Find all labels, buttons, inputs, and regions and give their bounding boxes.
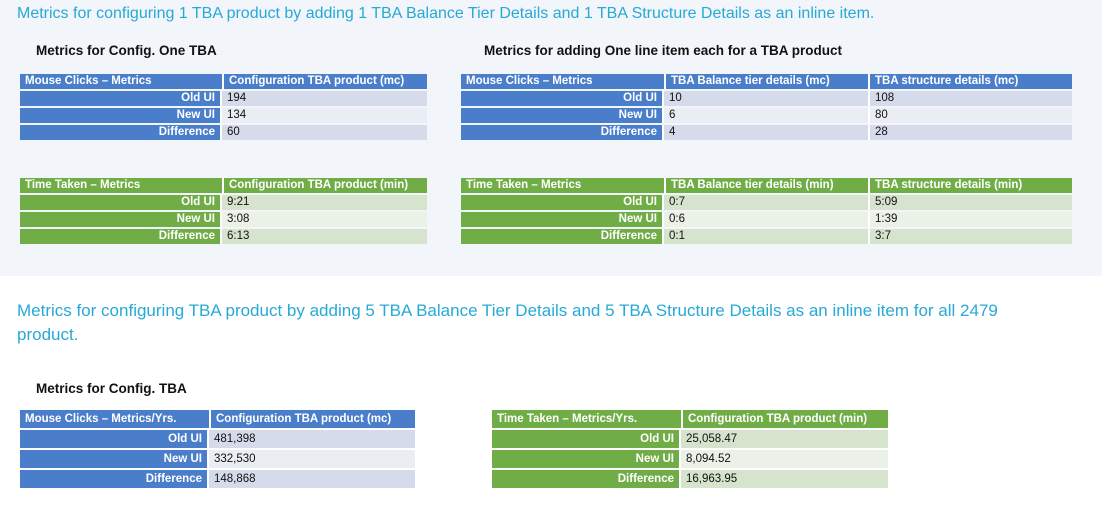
cell-value: 4	[664, 125, 868, 140]
cell-value: 108	[868, 91, 1072, 106]
config-one-tba-title: Metrics for Config. One TBA	[36, 43, 217, 58]
time-taken-yearly-table: Time Taken – Metrics/Yrs. Configuration …	[492, 408, 888, 490]
cell-value: 332,530	[209, 450, 415, 468]
mouse-clicks-yearly-table: Mouse Clicks – Metrics/Yrs. Configuratio…	[20, 408, 415, 490]
row-label: Old UI	[492, 430, 681, 448]
time-taken-line-item-table: Time Taken – Metrics TBA Balance tier de…	[461, 176, 1072, 246]
cell-value: 481,398	[209, 430, 415, 448]
row-label: Difference	[20, 470, 209, 488]
table-row: New UI 6 80	[461, 108, 1072, 123]
table-row: New UI 332,530	[20, 450, 415, 468]
table-row: Old UI 0:7 5:09	[461, 195, 1072, 210]
row-label: Old UI	[461, 195, 664, 210]
table-row: Difference 6:13	[20, 229, 427, 244]
row-label: New UI	[20, 212, 222, 227]
column-header: Time Taken – Metrics	[461, 178, 664, 193]
column-header: Mouse Clicks – Metrics	[20, 74, 222, 89]
cell-value: 194	[222, 91, 427, 106]
row-label: New UI	[461, 212, 664, 227]
column-header: Mouse Clicks – Metrics/Yrs.	[20, 410, 209, 428]
mouse-clicks-config-table: Mouse Clicks – Metrics Configuration TBA…	[20, 72, 427, 142]
column-header: TBA Balance tier details (min)	[664, 178, 868, 193]
row-label: Difference	[461, 229, 664, 244]
table-row: Old UI 194	[20, 91, 427, 106]
table-row: Old UI 10 108	[461, 91, 1072, 106]
row-label: Difference	[20, 125, 222, 140]
row-label: Difference	[461, 125, 664, 140]
row-label: Old UI	[461, 91, 664, 106]
table-row: Old UI 481,398	[20, 430, 415, 448]
cell-value: 5:09	[868, 195, 1072, 210]
section1-heading: Metrics for configuring 1 TBA product by…	[17, 5, 875, 22]
table-row: Difference 16,963.95	[492, 470, 888, 488]
table-row: Old UI 25,058.47	[492, 430, 888, 448]
config-tba-title: Metrics for Config. TBA	[36, 381, 187, 396]
cell-value: 10	[664, 91, 868, 106]
cell-value: 0:7	[664, 195, 868, 210]
column-header: Time Taken – Metrics	[20, 178, 222, 193]
column-header: Configuration TBA product (mc)	[222, 74, 427, 89]
row-label: Old UI	[20, 91, 222, 106]
table-row: Difference 60	[20, 125, 427, 140]
row-label: New UI	[492, 450, 681, 468]
table-row: New UI 8,094.52	[492, 450, 888, 468]
row-label: Old UI	[20, 430, 209, 448]
table-row: Difference 148,868	[20, 470, 415, 488]
cell-value: 9:21	[222, 195, 427, 210]
table-row: New UI 134	[20, 108, 427, 123]
section2-heading: Metrics for configuring TBA product by a…	[17, 301, 998, 344]
table-row: Difference 4 28	[461, 125, 1072, 140]
cell-value: 148,868	[209, 470, 415, 488]
cell-value: 80	[868, 108, 1072, 123]
column-header: Configuration TBA product (mc)	[209, 410, 415, 428]
cell-value: 60	[222, 125, 427, 140]
cell-value: 8,094.52	[681, 450, 888, 468]
row-label: New UI	[461, 108, 664, 123]
cell-value: 0:6	[664, 212, 868, 227]
cell-value: 3:7	[868, 229, 1072, 244]
cell-value: 16,963.95	[681, 470, 888, 488]
row-label: New UI	[20, 108, 222, 123]
row-label: Old UI	[20, 195, 222, 210]
row-label: New UI	[20, 450, 209, 468]
table-row: New UI 3:08	[20, 212, 427, 227]
column-header: Configuration TBA product (min)	[681, 410, 888, 428]
column-header: TBA Balance tier details (mc)	[664, 74, 868, 89]
cell-value: 28	[868, 125, 1072, 140]
cell-value: 134	[222, 108, 427, 123]
cell-value: 25,058.47	[681, 430, 888, 448]
cell-value: 6:13	[222, 229, 427, 244]
cell-value: 3:08	[222, 212, 427, 227]
time-taken-config-table: Time Taken – Metrics Configuration TBA p…	[20, 176, 427, 246]
table-row: Old UI 9:21	[20, 195, 427, 210]
column-header: Mouse Clicks – Metrics	[461, 74, 664, 89]
column-header: Time Taken – Metrics/Yrs.	[492, 410, 681, 428]
column-header: TBA structure details (min)	[868, 178, 1072, 193]
column-header: TBA structure details (mc)	[868, 74, 1072, 89]
cell-value: 1:39	[868, 212, 1072, 227]
column-header: Configuration TBA product (min)	[222, 178, 427, 193]
mouse-clicks-line-item-table: Mouse Clicks – Metrics TBA Balance tier …	[461, 72, 1072, 142]
table-row: Difference 0:1 3:7	[461, 229, 1072, 244]
row-label: Difference	[492, 470, 681, 488]
cell-value: 6	[664, 108, 868, 123]
table-row: New UI 0:6 1:39	[461, 212, 1072, 227]
cell-value: 0:1	[664, 229, 868, 244]
row-label: Difference	[20, 229, 222, 244]
one-line-item-title: Metrics for adding One line item each fo…	[484, 43, 843, 58]
